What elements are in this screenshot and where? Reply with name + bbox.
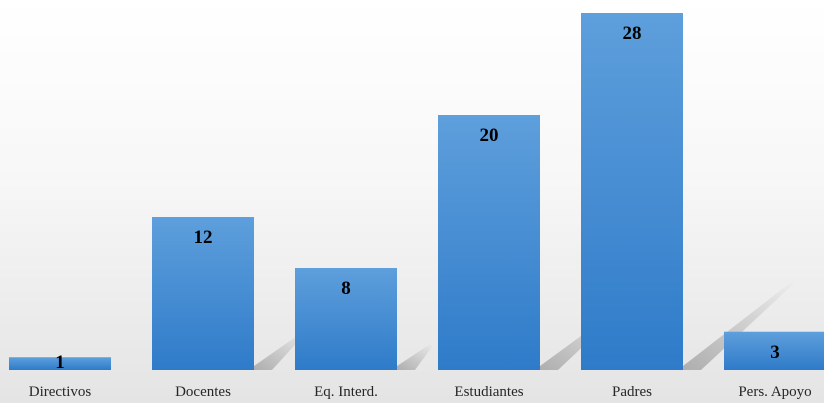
data-label: 20 <box>480 125 499 146</box>
bar-estudiantes <box>438 115 540 370</box>
data-label: 8 <box>341 278 351 299</box>
data-label: 3 <box>770 342 780 363</box>
category-label: Padres <box>612 384 652 400</box>
category-label: Eq. Interd. <box>314 384 378 400</box>
data-label: 12 <box>194 227 213 248</box>
bars <box>9 13 824 370</box>
data-label: 28 <box>623 23 642 44</box>
category-label: Docentes <box>175 384 231 400</box>
bar-docentes <box>152 217 254 370</box>
bar-eq-interd <box>295 268 397 370</box>
data-labels: 1 12 8 20 28 3 <box>55 23 780 373</box>
bar-shadow-2 <box>397 344 434 370</box>
category-labels: Directivos Docentes Eq. Interd. Estudiantes… <box>29 384 812 400</box>
data-label: 1 <box>55 352 65 373</box>
category-label: Directivos <box>29 384 92 400</box>
bar-pers-apoyo <box>724 331 824 370</box>
bar-directivos <box>9 357 111 370</box>
bar-padres <box>581 13 683 370</box>
bar-shadow-4 <box>683 280 797 370</box>
category-label: Pers. Apoyo <box>738 384 811 400</box>
bar-shadow-1 <box>254 331 307 370</box>
category-label: Estudiantes <box>454 384 523 400</box>
